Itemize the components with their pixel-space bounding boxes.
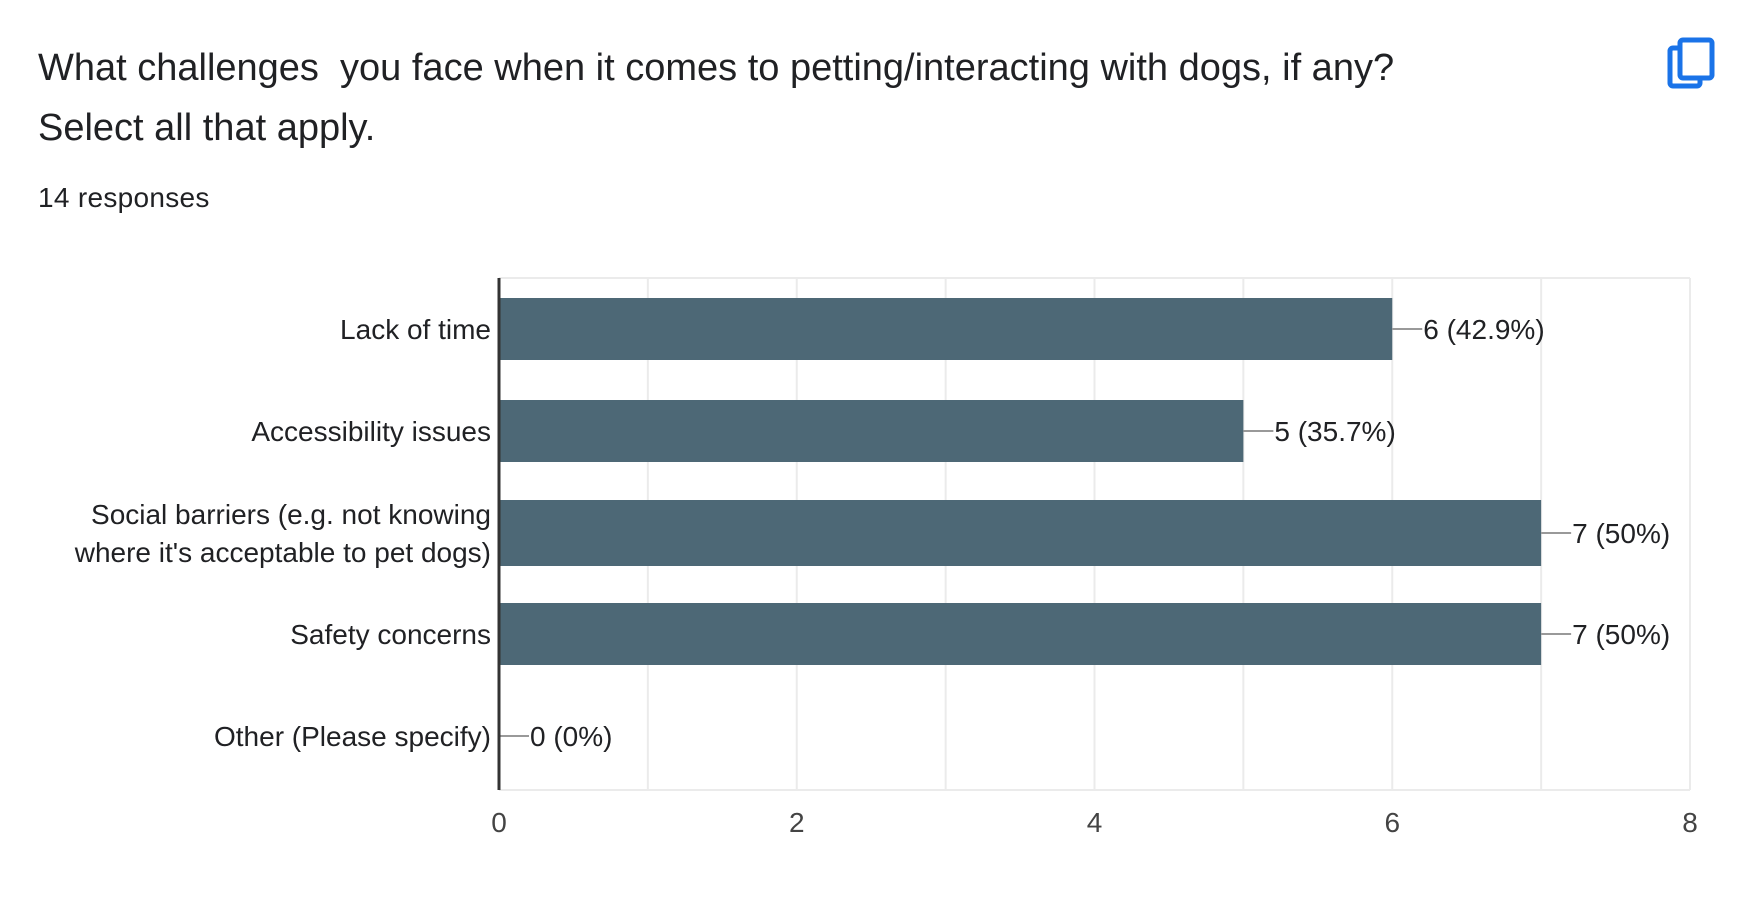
response-count: 14 responses <box>38 182 210 213</box>
question-title: What challenges you face when it comes t… <box>38 47 1395 149</box>
x-tick-label: 8 <box>1682 807 1698 838</box>
bar <box>499 603 1542 665</box>
value-label: 7 (50%) <box>1572 619 1670 650</box>
category-label: Safety concerns <box>290 619 491 650</box>
value-label: 5 (35.7%) <box>1274 416 1395 447</box>
category-label: Lack of time <box>340 314 491 345</box>
x-tick-label: 4 <box>1087 807 1103 838</box>
copy-icon <box>1667 37 1715 89</box>
copy-chart-button[interactable] <box>1664 36 1720 92</box>
value-label: 0 (0%) <box>530 721 612 752</box>
bar <box>499 500 1542 566</box>
category-label: where it's acceptable to pet dogs) <box>74 537 491 568</box>
bar <box>499 400 1244 462</box>
bar <box>499 298 1393 360</box>
value-label: 7 (50%) <box>1572 518 1670 549</box>
x-tick-label: 6 <box>1384 807 1400 838</box>
x-tick-label: 2 <box>789 807 805 838</box>
x-tick-label: 0 <box>491 807 507 838</box>
value-label: 6 (42.9%) <box>1423 314 1544 345</box>
category-label: Other (Please specify) <box>214 721 491 752</box>
category-label: Social barriers (e.g. not knowing <box>91 499 491 530</box>
category-label: Accessibility issues <box>251 416 491 447</box>
